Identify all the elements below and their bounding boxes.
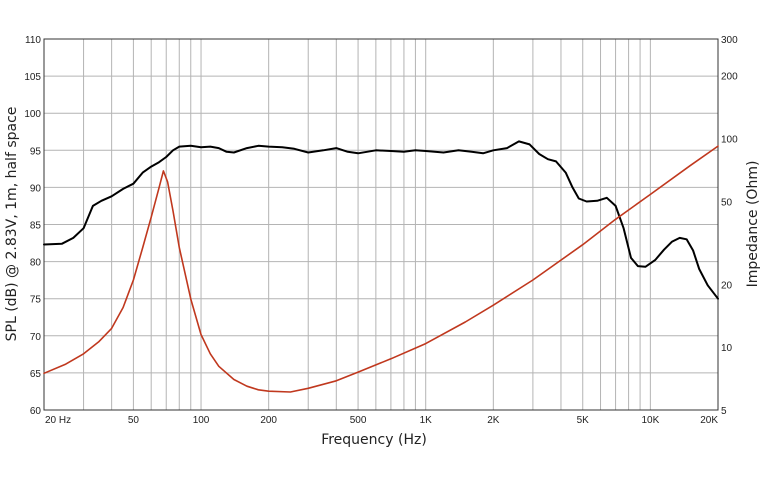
x-axis-label: Frequency (Hz): [321, 432, 427, 448]
plot-frame: [43, 38, 719, 411]
y-left-tick-label: 75: [30, 295, 42, 306]
x-tick-label: 200: [260, 415, 277, 426]
x-tick-label: 20 Hz: [45, 415, 71, 426]
x-tick-label: 500: [350, 415, 367, 426]
x-tick-labels: 20 Hz 50 100 200 500 1K 2K 5K 10K 20K: [45, 415, 718, 426]
impedance-curve: [43, 145, 719, 393]
y-left-tick-label: 105: [24, 72, 41, 83]
y-left-tick-label: 85: [30, 221, 42, 232]
y-left-axis-label: SPL (dB) @ 2.83V, 1m, half space: [4, 107, 20, 342]
spl-curve: [43, 140, 719, 300]
x-tick-label: 10K: [641, 415, 659, 426]
y-right-tick-label: 20: [721, 280, 733, 291]
x-tick-label: 5K: [577, 415, 590, 426]
y-right-tick-labels: 5 10 20 50 100 200 300: [721, 35, 738, 417]
y-left-tick-label: 95: [30, 146, 42, 157]
x-tick-label: 100: [193, 415, 210, 426]
y-left-tick-label: 90: [30, 183, 42, 194]
y-left-tick-label: 65: [30, 369, 42, 380]
y-left-tick-label: 110: [25, 35, 41, 46]
y-right-tick-label: 200: [721, 72, 738, 83]
x-tick-label: 1K: [420, 415, 433, 426]
y-left-tick-label: 100: [24, 109, 41, 120]
y-right-tick-label: 10: [721, 343, 733, 354]
x-tick-label: 20K: [700, 415, 718, 426]
y-right-tick-label: 300: [721, 35, 738, 46]
y-left-tick-labels: 60 65 70 75 80 85 90 95 100 105 110: [24, 35, 41, 417]
x-tick-label: 50: [128, 415, 140, 426]
x-tick-label: 2K: [487, 415, 500, 426]
y-right-tick-label: 5: [721, 406, 727, 417]
y-left-tick-label: 60: [30, 406, 42, 417]
grid-lines: [43, 38, 719, 411]
y-right-axis-label: Impedance (Ohm): [745, 161, 761, 288]
y-left-tick-label: 80: [30, 258, 42, 269]
y-right-tick-label: 50: [721, 197, 733, 208]
y-right-tick-label: 100: [721, 135, 738, 146]
y-left-tick-label: 70: [30, 332, 42, 343]
series-layer: [43, 140, 719, 393]
